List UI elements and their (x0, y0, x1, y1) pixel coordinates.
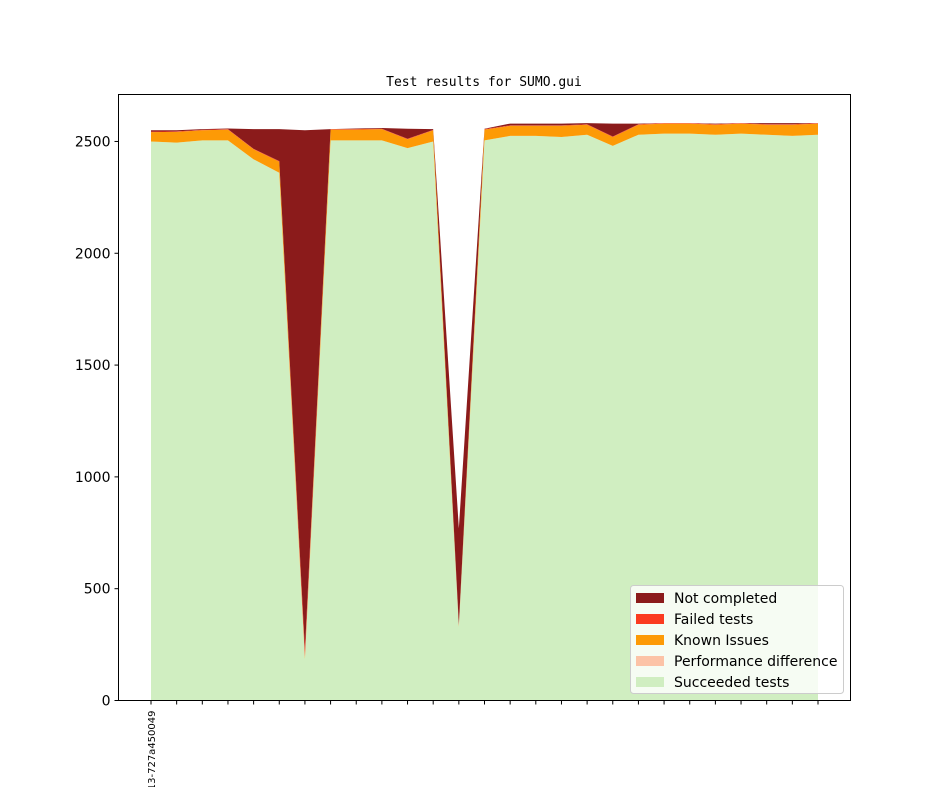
legend-swatch (636, 593, 664, 603)
y-tick-label: 1000 (75, 470, 111, 486)
legend-label: Succeeded tests (674, 675, 789, 691)
legend-label: Not completed (674, 591, 777, 607)
y-tick-label: 1500 (75, 358, 111, 374)
legend-frame (630, 585, 844, 694)
legend-label: Failed tests (674, 612, 753, 628)
legend-label: Performance difference (674, 654, 837, 670)
legend-swatch (636, 614, 664, 624)
x-tick-label: 13-727a450049 (147, 711, 158, 787)
y-axis: 0 500 1000 1500 2000 2500 (75, 134, 119, 710)
y-tick-label: 0 (102, 694, 111, 710)
legend: Not completed Failed tests Known Issues Per… (630, 585, 844, 694)
y-tick-label: 2500 (75, 134, 111, 150)
y-tick-label: 2000 (75, 246, 111, 262)
legend-swatch (636, 656, 664, 666)
area-succeeded-tests (151, 133, 818, 701)
x-axis: 13-727a450049 (147, 700, 819, 787)
y-tick-label: 500 (84, 582, 111, 598)
chart-title: Test results for SUMO.gui (386, 75, 582, 90)
legend-swatch (636, 635, 664, 645)
area-not-completed (151, 123, 818, 651)
legend-label: Known Issues (674, 633, 769, 649)
stacked-areas (151, 123, 818, 701)
legend-swatch (636, 677, 664, 687)
